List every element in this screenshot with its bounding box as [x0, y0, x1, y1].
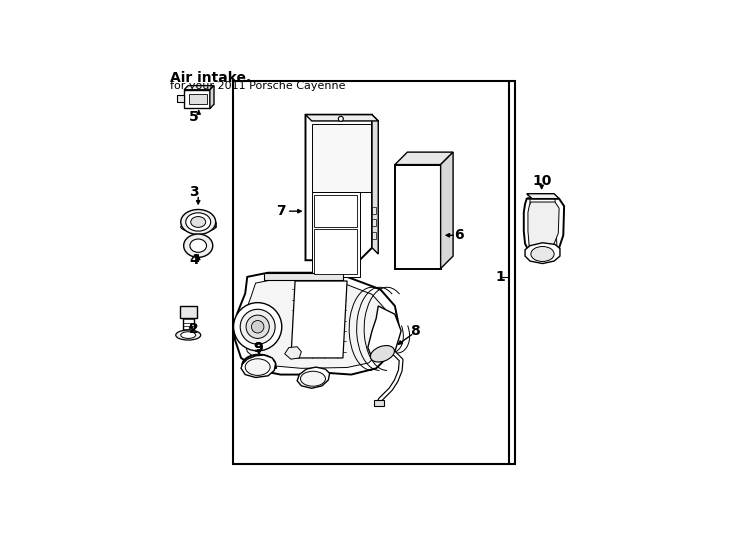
Polygon shape [291, 281, 347, 358]
Polygon shape [314, 229, 357, 274]
Text: for your 2011 Porsche Cayenne: for your 2011 Porsche Cayenne [170, 82, 346, 91]
Circle shape [233, 302, 282, 351]
Text: 1: 1 [495, 270, 505, 284]
Polygon shape [528, 202, 559, 252]
Polygon shape [178, 94, 184, 102]
Polygon shape [305, 114, 378, 121]
Ellipse shape [181, 222, 216, 232]
Circle shape [252, 321, 264, 333]
Text: 6: 6 [454, 228, 463, 242]
Ellipse shape [191, 217, 206, 227]
Ellipse shape [181, 210, 216, 234]
Ellipse shape [300, 371, 325, 386]
Polygon shape [241, 355, 275, 377]
Polygon shape [285, 347, 302, 359]
Ellipse shape [175, 330, 200, 340]
Polygon shape [372, 219, 377, 226]
Bar [233, 82, 515, 464]
Polygon shape [189, 94, 206, 104]
Ellipse shape [190, 239, 206, 252]
Polygon shape [395, 165, 440, 268]
Ellipse shape [186, 213, 211, 231]
Polygon shape [235, 273, 399, 375]
Ellipse shape [181, 332, 196, 339]
Polygon shape [297, 367, 330, 388]
Polygon shape [395, 152, 453, 165]
Polygon shape [210, 85, 214, 109]
Text: 7: 7 [277, 204, 286, 218]
Text: 2: 2 [189, 322, 199, 336]
Text: Air intake.: Air intake. [170, 71, 252, 85]
Polygon shape [372, 232, 377, 239]
Polygon shape [314, 194, 357, 227]
Polygon shape [524, 199, 564, 258]
Polygon shape [368, 306, 401, 360]
Ellipse shape [242, 363, 275, 372]
Circle shape [338, 116, 344, 122]
Ellipse shape [184, 234, 213, 258]
Polygon shape [180, 306, 197, 319]
Circle shape [240, 309, 275, 344]
Ellipse shape [371, 346, 394, 362]
Text: 9: 9 [252, 341, 263, 355]
Text: 8: 8 [410, 324, 420, 338]
Polygon shape [312, 192, 360, 277]
Ellipse shape [531, 246, 554, 261]
Polygon shape [372, 114, 378, 254]
Polygon shape [374, 400, 384, 406]
Text: 5: 5 [189, 110, 199, 124]
Text: 3: 3 [189, 185, 199, 199]
Polygon shape [243, 280, 390, 368]
Circle shape [246, 315, 269, 339]
Polygon shape [525, 243, 560, 264]
Polygon shape [184, 90, 210, 109]
Polygon shape [527, 194, 559, 199]
Polygon shape [312, 124, 371, 192]
Polygon shape [372, 207, 377, 214]
Polygon shape [440, 152, 453, 268]
Ellipse shape [245, 359, 270, 375]
Text: 10: 10 [532, 174, 551, 188]
Text: 4: 4 [189, 253, 199, 267]
Polygon shape [264, 273, 343, 280]
Polygon shape [184, 85, 214, 90]
Text: 9: 9 [252, 341, 263, 355]
Polygon shape [305, 114, 372, 277]
Ellipse shape [242, 355, 275, 375]
